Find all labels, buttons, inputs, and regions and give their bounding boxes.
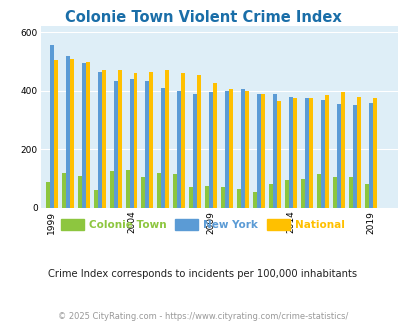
Bar: [324, 95, 328, 208]
Bar: [149, 72, 153, 208]
Bar: [193, 94, 197, 208]
Bar: [209, 92, 213, 208]
Bar: [336, 104, 340, 208]
Bar: [125, 170, 129, 208]
Bar: [62, 173, 66, 208]
Bar: [241, 89, 245, 208]
Bar: [348, 177, 352, 208]
Bar: [85, 61, 90, 208]
Bar: [252, 192, 256, 208]
Bar: [320, 100, 324, 208]
Bar: [364, 184, 368, 208]
Bar: [165, 70, 169, 208]
Bar: [145, 81, 149, 208]
Bar: [260, 94, 264, 208]
Bar: [109, 171, 113, 208]
Bar: [256, 94, 260, 208]
Bar: [245, 91, 249, 208]
Bar: [177, 91, 181, 208]
Bar: [300, 179, 304, 208]
Bar: [288, 97, 292, 208]
Text: © 2025 CityRating.com - https://www.cityrating.com/crime-statistics/: © 2025 CityRating.com - https://www.city…: [58, 312, 347, 321]
Bar: [269, 184, 273, 208]
Bar: [66, 56, 70, 208]
Bar: [276, 101, 280, 208]
Bar: [273, 94, 276, 208]
Bar: [50, 46, 53, 208]
Bar: [129, 79, 133, 208]
Bar: [332, 177, 336, 208]
Legend: Colonie Town, New York, National: Colonie Town, New York, National: [57, 215, 348, 234]
Bar: [197, 75, 201, 208]
Bar: [113, 81, 117, 208]
Bar: [97, 72, 101, 208]
Bar: [356, 97, 360, 208]
Bar: [161, 88, 165, 208]
Bar: [189, 187, 193, 208]
Bar: [368, 103, 372, 208]
Bar: [229, 89, 232, 208]
Bar: [141, 177, 145, 208]
Bar: [352, 106, 356, 208]
Bar: [70, 59, 74, 208]
Bar: [101, 70, 105, 208]
Text: Crime Index corresponds to incidents per 100,000 inhabitants: Crime Index corresponds to incidents per…: [48, 269, 357, 279]
Bar: [173, 174, 177, 208]
Text: Colonie Town Violent Crime Index: Colonie Town Violent Crime Index: [64, 10, 341, 25]
Bar: [308, 98, 312, 208]
Bar: [316, 174, 320, 208]
Bar: [181, 73, 185, 208]
Bar: [292, 98, 296, 208]
Bar: [94, 190, 97, 208]
Bar: [221, 187, 225, 208]
Bar: [77, 176, 81, 208]
Bar: [53, 60, 58, 208]
Bar: [117, 70, 121, 208]
Bar: [340, 92, 344, 208]
Bar: [133, 73, 137, 208]
Bar: [284, 180, 288, 208]
Bar: [304, 98, 308, 208]
Bar: [81, 63, 85, 208]
Bar: [213, 83, 217, 208]
Bar: [237, 189, 241, 208]
Bar: [157, 173, 161, 208]
Bar: [372, 98, 376, 208]
Bar: [205, 186, 209, 208]
Bar: [46, 182, 50, 208]
Bar: [225, 91, 229, 208]
